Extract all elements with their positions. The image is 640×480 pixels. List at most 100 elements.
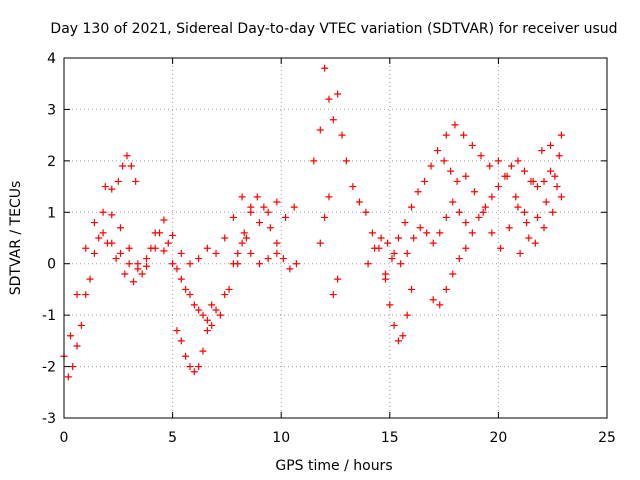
data-point [160,247,168,255]
data-point [421,177,429,185]
data-point [329,291,337,299]
data-point [557,193,565,201]
data-point [247,249,255,257]
data-point [449,198,457,206]
data-point [316,126,324,134]
data-point [555,152,563,160]
chart-title: Day 130 of 2021, Sidereal Day-to-day VTE… [50,21,617,37]
data-point [310,157,318,165]
data-point [460,131,468,139]
data-point [416,224,424,232]
data-point [316,239,324,247]
data-point [514,157,522,165]
data-point [557,131,565,139]
data-point [282,213,290,221]
data-point [403,311,411,319]
data-point [169,231,177,239]
data-point [160,216,168,224]
data-point [221,234,229,242]
data-point [540,224,548,232]
data-point [325,193,333,201]
data-point [260,203,268,211]
series-3 [101,152,140,193]
data-point [121,270,129,278]
data-point [414,188,422,196]
data-point [479,208,487,216]
data-point [156,229,164,237]
data-point [134,265,142,273]
data-point [273,239,281,247]
data-point [329,116,337,124]
data-point [533,213,541,221]
data-point [116,249,124,257]
data-point [190,368,198,376]
data-point [90,249,98,257]
y-tick-label: 0 [47,257,56,273]
data-point [538,147,546,155]
data-point [355,198,363,206]
series-6 [310,64,357,191]
x-tick-label: 10 [272,430,290,446]
series-13 [462,172,565,252]
data-point [529,177,537,185]
series-7 [316,193,342,299]
series-12 [442,121,563,216]
data-point [455,208,463,216]
data-point [67,332,75,340]
series-14 [516,131,565,257]
data-point [408,285,416,293]
data-point [442,131,450,139]
data-point [505,224,513,232]
data-point [177,249,185,257]
data-point [512,193,520,201]
data-point [468,141,476,149]
data-point [462,172,470,180]
data-point [195,363,203,371]
data-point [514,203,522,211]
data-point [442,285,450,293]
data-point [103,239,111,247]
data-point [399,332,407,340]
data-point [255,260,263,268]
data-point [468,229,476,237]
series-4 [173,301,216,376]
data-point [138,270,146,278]
data-point [286,265,294,273]
data-point [238,239,246,247]
series-2 [69,229,250,371]
axis-ticks [63,57,608,419]
series-9 [364,198,470,268]
data-point [125,244,133,252]
data-point [186,363,194,371]
data-point [436,229,444,237]
data-point [225,285,233,293]
data-point [125,260,133,268]
data-point [119,162,127,170]
data-point [423,229,431,237]
data-point [494,183,502,191]
data-point [371,244,379,252]
data-point [408,203,416,211]
data-point [553,183,561,191]
data-point [273,249,281,257]
tick-labels: 0 5 10 15 20 25 -3 -2 -1 0 1 2 3 4 [42,51,616,446]
data-point [266,224,274,232]
data-point [173,327,181,335]
data-point [208,301,216,309]
y-tick-label: 3 [47,102,56,118]
data-point [69,363,77,371]
data-point [234,249,242,257]
y-tick-label: -3 [42,411,56,427]
data-point [325,95,333,103]
data-point [177,275,185,283]
data-point [390,249,398,257]
data-point [410,234,418,242]
data-point [77,321,85,329]
data-point [368,229,376,237]
data-point [86,275,94,283]
data-point [186,260,194,268]
data-point [394,234,402,242]
data-point [401,219,409,227]
data-point [471,188,479,196]
data-point [462,244,470,252]
